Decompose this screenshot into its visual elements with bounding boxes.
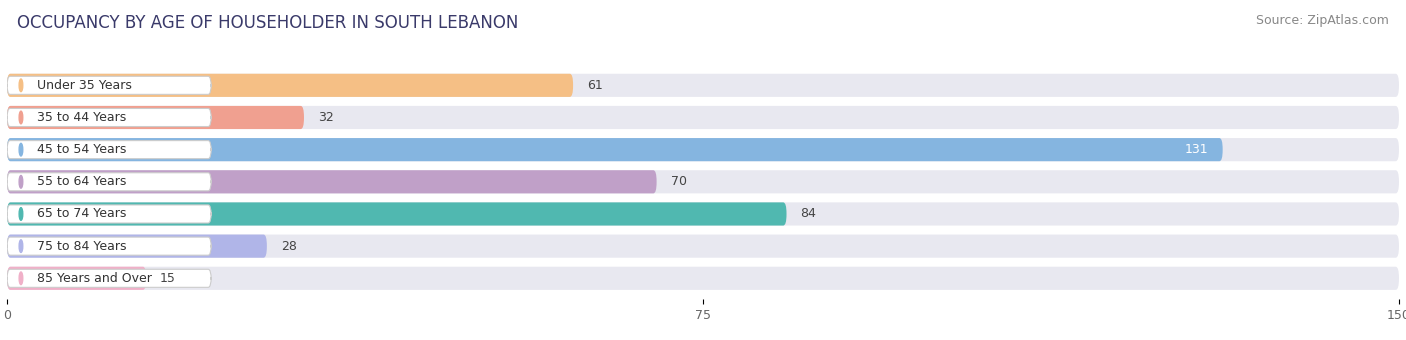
FancyBboxPatch shape — [7, 108, 211, 126]
FancyBboxPatch shape — [7, 235, 267, 258]
FancyBboxPatch shape — [7, 106, 304, 129]
Text: Under 35 Years: Under 35 Years — [37, 79, 132, 92]
Text: 32: 32 — [318, 111, 333, 124]
FancyBboxPatch shape — [7, 106, 1399, 129]
FancyBboxPatch shape — [7, 138, 1399, 161]
FancyBboxPatch shape — [7, 74, 1399, 97]
Text: 45 to 54 Years: 45 to 54 Years — [37, 143, 127, 156]
Text: OCCUPANCY BY AGE OF HOUSEHOLDER IN SOUTH LEBANON: OCCUPANCY BY AGE OF HOUSEHOLDER IN SOUTH… — [17, 14, 519, 32]
Text: 55 to 64 Years: 55 to 64 Years — [37, 175, 127, 188]
FancyBboxPatch shape — [7, 267, 1399, 290]
FancyBboxPatch shape — [7, 267, 146, 290]
Circle shape — [20, 175, 22, 188]
Text: 35 to 44 Years: 35 to 44 Years — [37, 111, 127, 124]
Text: 65 to 74 Years: 65 to 74 Years — [37, 207, 127, 220]
FancyBboxPatch shape — [7, 269, 211, 287]
Circle shape — [20, 79, 22, 92]
Text: Source: ZipAtlas.com: Source: ZipAtlas.com — [1256, 14, 1389, 27]
Text: 70: 70 — [671, 175, 686, 188]
FancyBboxPatch shape — [7, 173, 211, 191]
Circle shape — [20, 208, 22, 220]
FancyBboxPatch shape — [7, 141, 211, 159]
Text: 85 Years and Over: 85 Years and Over — [37, 272, 152, 285]
Circle shape — [20, 240, 22, 253]
FancyBboxPatch shape — [7, 170, 1399, 193]
FancyBboxPatch shape — [7, 76, 211, 95]
FancyBboxPatch shape — [7, 202, 1399, 225]
Circle shape — [20, 111, 22, 124]
Text: 75 to 84 Years: 75 to 84 Years — [37, 240, 127, 253]
FancyBboxPatch shape — [7, 202, 786, 225]
FancyBboxPatch shape — [7, 74, 574, 97]
Text: 131: 131 — [1185, 143, 1209, 156]
Circle shape — [20, 272, 22, 285]
FancyBboxPatch shape — [7, 138, 1223, 161]
FancyBboxPatch shape — [7, 205, 211, 223]
Circle shape — [20, 143, 22, 156]
Text: 61: 61 — [588, 79, 603, 92]
FancyBboxPatch shape — [7, 235, 1399, 258]
Text: 84: 84 — [800, 207, 817, 220]
Text: 28: 28 — [281, 240, 297, 253]
FancyBboxPatch shape — [7, 237, 211, 255]
Text: 15: 15 — [160, 272, 176, 285]
FancyBboxPatch shape — [7, 170, 657, 193]
